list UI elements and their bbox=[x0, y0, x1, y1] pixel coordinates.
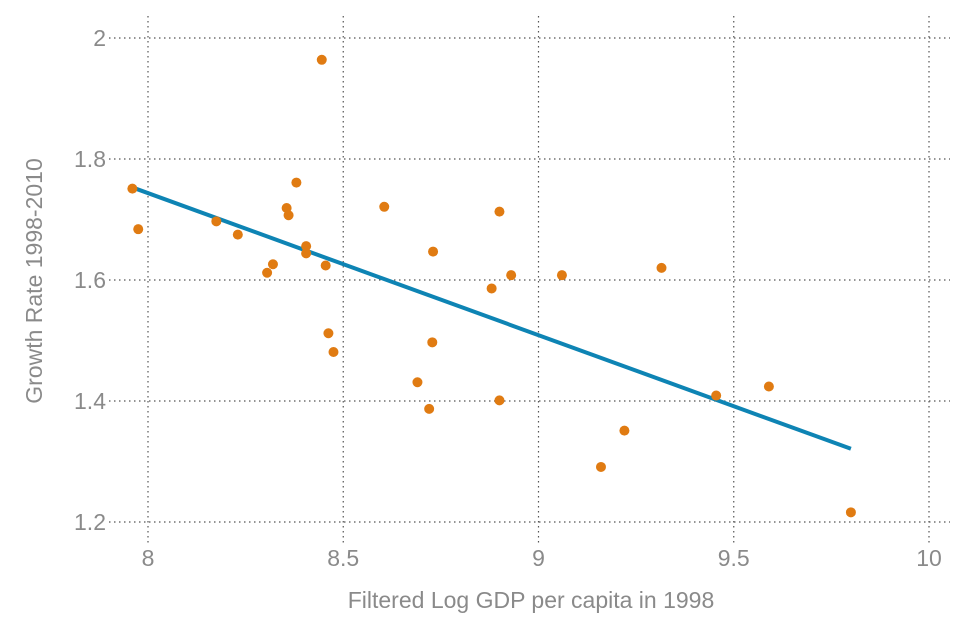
x-tick-label: 9.5 bbox=[718, 545, 750, 571]
data-point bbox=[424, 403, 435, 414]
data-point bbox=[845, 507, 856, 518]
data-point bbox=[323, 328, 334, 339]
data-points bbox=[127, 54, 856, 518]
data-point bbox=[427, 337, 438, 348]
y-tick-label: 1.8 bbox=[74, 146, 106, 172]
data-point bbox=[494, 206, 505, 217]
data-point bbox=[494, 395, 505, 406]
data-point bbox=[283, 210, 294, 221]
y-tick-label: 1.4 bbox=[74, 388, 106, 414]
x-tick-label: 8 bbox=[142, 545, 155, 571]
data-point bbox=[316, 54, 327, 65]
data-point bbox=[711, 390, 722, 401]
data-point bbox=[379, 201, 390, 212]
data-point bbox=[133, 224, 144, 235]
data-point bbox=[301, 248, 312, 259]
data-point bbox=[211, 216, 222, 227]
data-point bbox=[301, 241, 312, 252]
data-point bbox=[619, 425, 630, 436]
trend-line bbox=[131, 185, 852, 451]
data-point bbox=[232, 229, 243, 240]
y-tick-label: 2 bbox=[93, 25, 106, 51]
data-point bbox=[506, 270, 517, 281]
y-tick-label: 1.2 bbox=[74, 509, 106, 535]
data-point bbox=[262, 267, 273, 278]
fit-line-layer bbox=[131, 185, 852, 451]
data-point bbox=[486, 283, 497, 294]
x-tick-label: 9 bbox=[532, 545, 545, 571]
data-point bbox=[412, 377, 423, 388]
x-tick-label: 8.5 bbox=[327, 545, 359, 571]
data-point bbox=[556, 270, 567, 281]
y-tick-label: 1.6 bbox=[74, 267, 106, 293]
y-tick-labels: 1.2 1.4 1.6 1.8 2 bbox=[74, 25, 106, 535]
grid-lines bbox=[109, 16, 950, 545]
data-point bbox=[291, 177, 302, 188]
x-tick-labels: 8 8.5 9 9.5 10 bbox=[142, 545, 942, 571]
data-point bbox=[595, 461, 606, 472]
data-point bbox=[127, 183, 138, 194]
data-point bbox=[267, 259, 278, 270]
x-axis-label: Filtered Log GDP per capita in 1998 bbox=[348, 587, 715, 613]
data-point bbox=[320, 260, 331, 271]
data-point bbox=[763, 381, 774, 392]
x-tick-label: 10 bbox=[916, 545, 942, 571]
data-point bbox=[428, 246, 439, 257]
data-point bbox=[656, 262, 667, 273]
data-point bbox=[328, 346, 339, 357]
y-axis-label: Growth Rate 1998-2010 bbox=[21, 158, 47, 404]
